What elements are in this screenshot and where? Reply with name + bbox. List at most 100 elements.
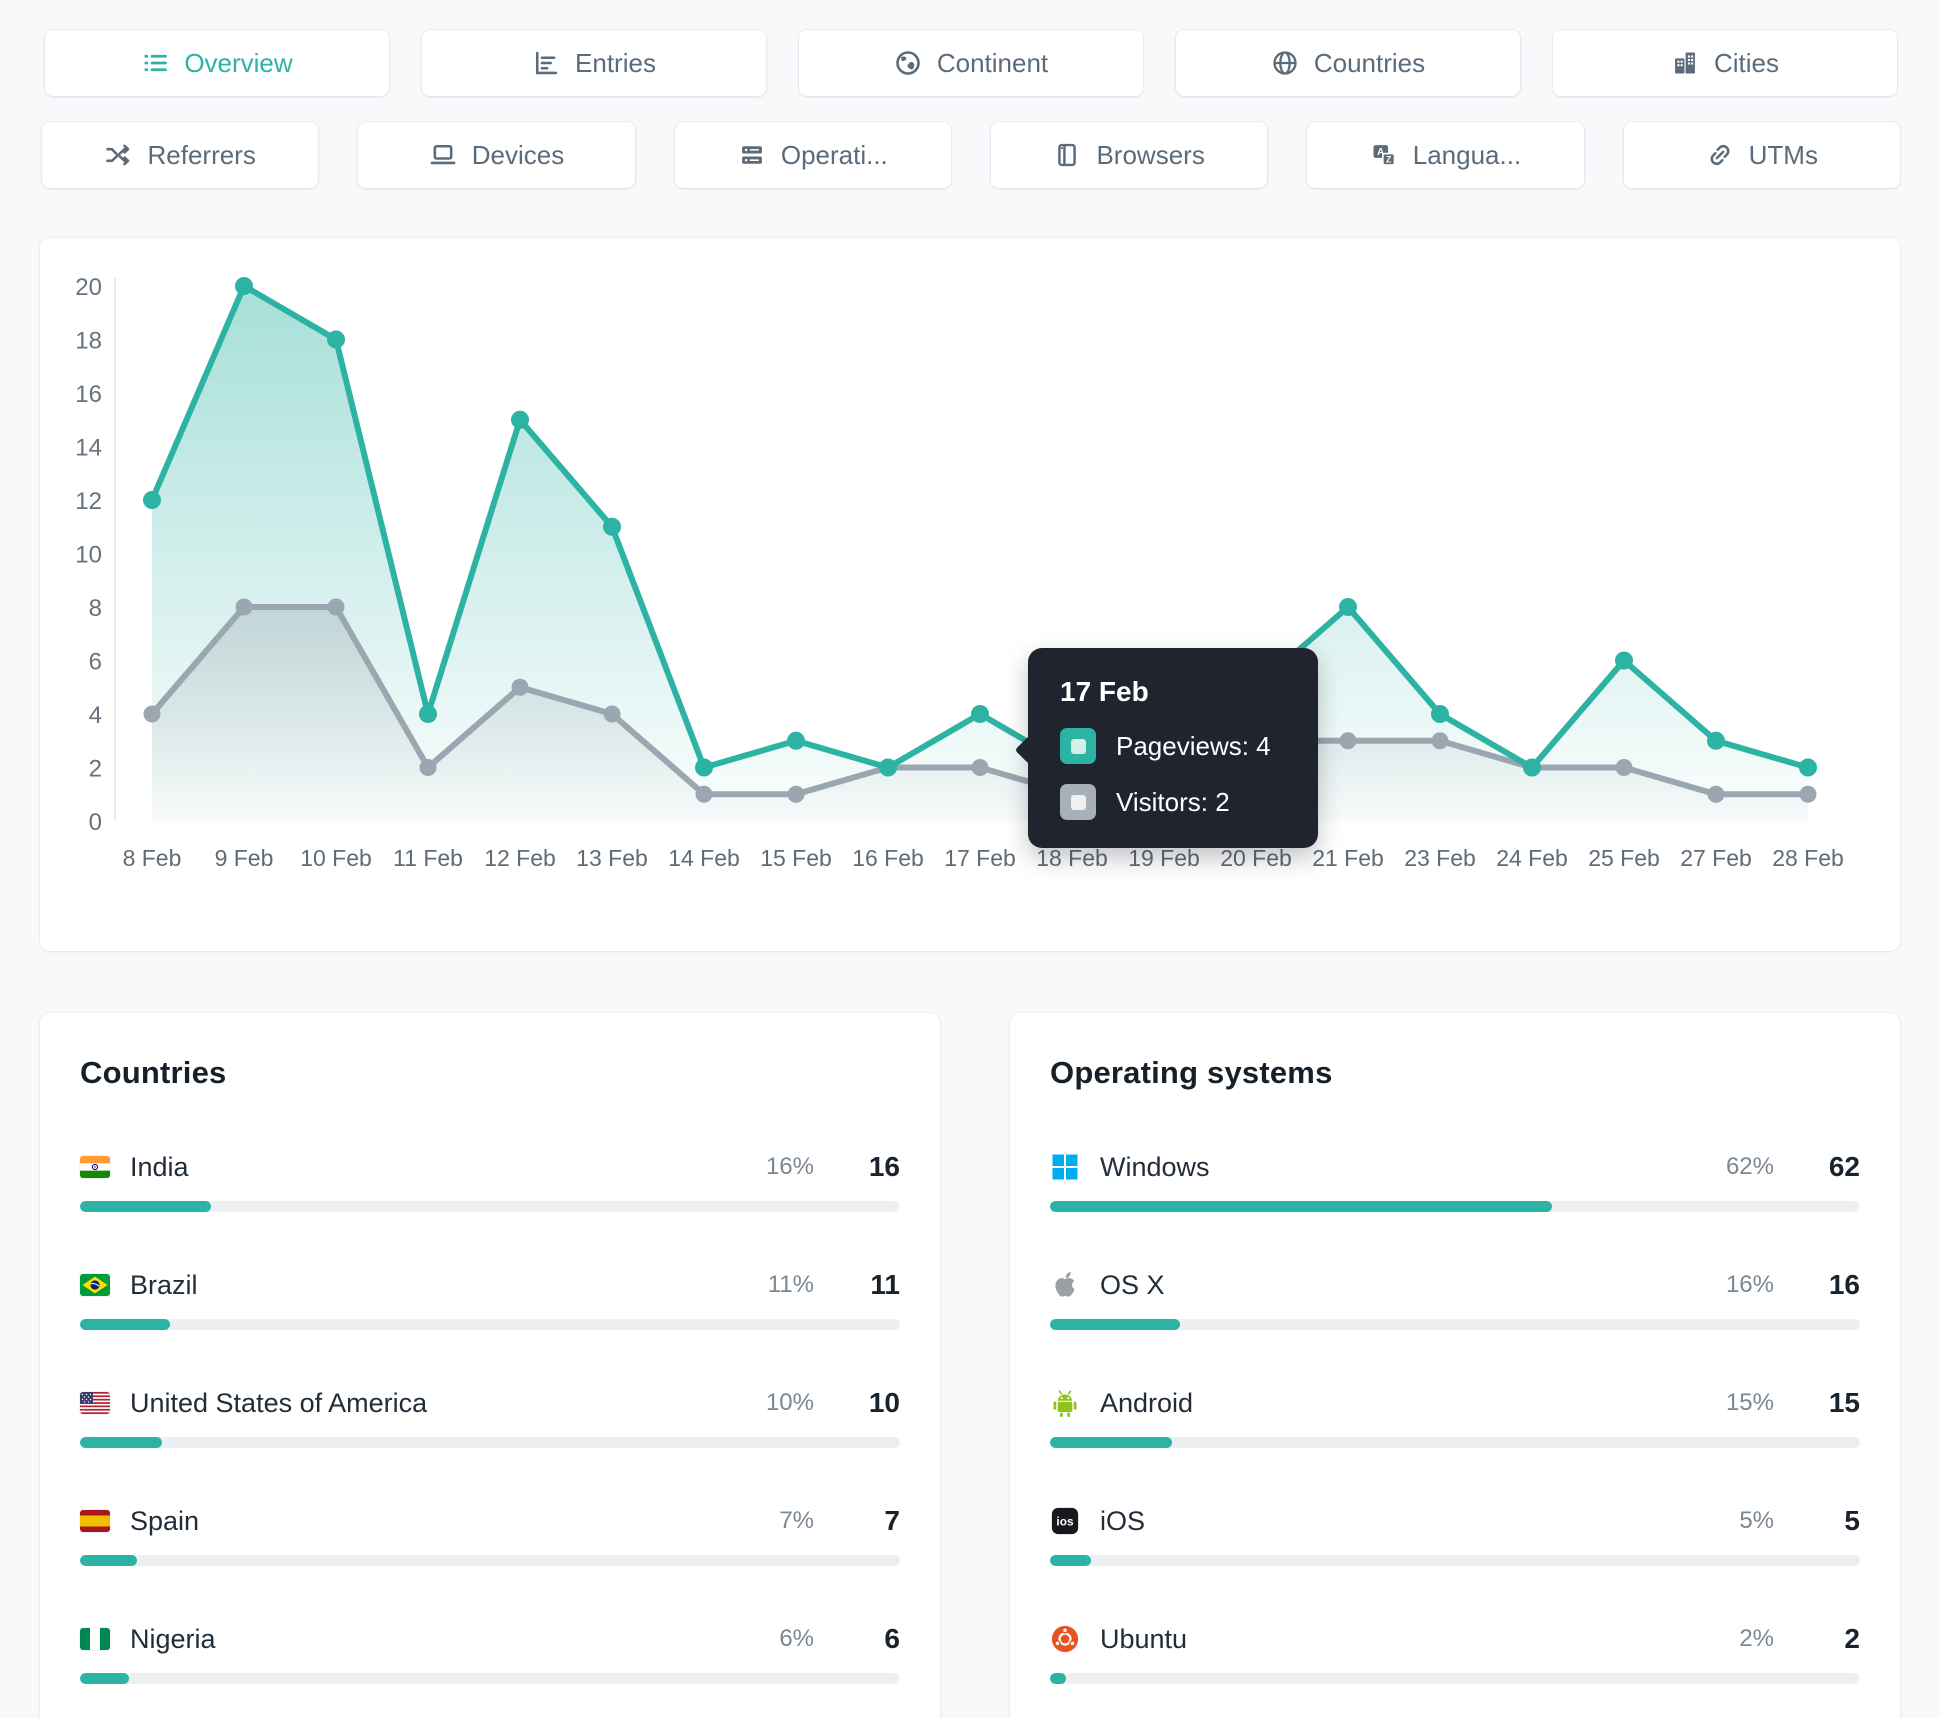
data-point <box>1615 651 1633 670</box>
tab-langua[interactable]: A Z Langua... <box>1307 122 1584 188</box>
stat-value: 62 <box>1828 1151 1860 1182</box>
stat-value: 10 <box>868 1387 900 1418</box>
data-point <box>511 410 529 429</box>
stat-progress-bar <box>1050 1201 1860 1212</box>
stat-row-android: Android 15% 15 <box>1050 1387 1860 1448</box>
stat-name: iOS <box>1100 1505 1146 1536</box>
data-point <box>1799 758 1817 777</box>
stat-value: 15 <box>1828 1387 1860 1418</box>
tab-label: Cities <box>1713 47 1779 78</box>
svg-text:20: 20 <box>75 274 102 301</box>
svg-text:10 Feb: 10 Feb <box>300 845 372 871</box>
traffic-chart-card: 0 2 4 6 8 10 12 14 16 18 20 8 Feb 9 Feb 10 Feb 11 Feb 1… <box>40 238 1900 951</box>
data-point <box>787 731 805 750</box>
svg-text:17 Feb: 17 Feb <box>944 845 1016 871</box>
stat-value: 11 <box>870 1269 900 1300</box>
stat-value: 6 <box>884 1623 900 1654</box>
stat-progress-bar <box>80 1201 900 1212</box>
tab-label: UTMs <box>1748 139 1818 170</box>
stat-progress-bar <box>1050 1555 1860 1566</box>
tab-label: Devices <box>471 139 565 170</box>
data-point <box>1431 732 1449 750</box>
svg-text:8 Feb: 8 Feb <box>123 845 182 871</box>
data-point <box>235 277 253 295</box>
stat-percent: 11% <box>767 1271 814 1298</box>
svg-text:25 Feb: 25 Feb <box>1588 845 1660 871</box>
stat-value: 16 <box>1828 1269 1860 1300</box>
svg-text:21 Feb: 21 Feb <box>1312 845 1384 871</box>
stat-name: Brazil <box>130 1269 198 1300</box>
stats-panels: Countries India 16% 16 Brazil 11% 11 United St… <box>40 1013 1900 1718</box>
data-point <box>235 598 253 616</box>
stat-progress-bar <box>1050 1319 1860 1330</box>
svg-text:20 Feb: 20 Feb <box>1220 845 1292 871</box>
tab-label: Continent <box>936 47 1049 78</box>
stat-row-india: India 16% 16 <box>80 1151 900 1212</box>
stat-name: Spain <box>130 1505 200 1536</box>
stat-progress-bar <box>80 1319 900 1330</box>
tab-label: Operati... <box>780 139 888 170</box>
tab-operati[interactable]: Operati... <box>674 122 951 188</box>
tab-countries[interactable]: Countries <box>1176 30 1520 96</box>
traffic-chart[interactable]: 0 2 4 6 8 10 12 14 16 18 20 8 Feb 9 Feb 10 Feb 11 Feb 1… <box>40 238 1900 951</box>
data-point <box>695 785 713 803</box>
stat-progress-bar <box>80 1673 900 1684</box>
stat-name: Android <box>1100 1387 1194 1418</box>
shuffle-icon <box>104 141 132 169</box>
os-list: Windows 62% 62 OS X 16% 16 Android 15% 15 ios iOS 5… <box>1050 1151 1860 1684</box>
nav-tabs-secondary: Referrers Devices Operati... Browsers A Z Lang… <box>42 122 1900 188</box>
stat-percent: 62% <box>1725 1153 1774 1180</box>
svg-text:12: 12 <box>75 488 102 515</box>
data-point <box>1707 785 1725 803</box>
nigeria-flag-icon <box>80 1628 110 1650</box>
svg-text:10: 10 <box>75 542 102 569</box>
stat-percent: 10% <box>765 1389 814 1416</box>
link-icon <box>1706 141 1734 169</box>
data-point <box>143 491 161 509</box>
svg-text:23 Feb: 23 Feb <box>1404 845 1476 871</box>
svg-text:A: A <box>1377 147 1384 158</box>
countries-panel: Countries India 16% 16 Brazil 11% 11 United St… <box>40 1013 940 1718</box>
svg-text:12 Feb: 12 Feb <box>484 845 556 871</box>
laptop-icon <box>429 141 457 169</box>
svg-text:16 Feb: 16 Feb <box>852 845 924 871</box>
data-point <box>1523 758 1541 777</box>
data-point <box>1431 705 1449 723</box>
data-point <box>327 598 345 616</box>
continent-icon <box>894 49 922 77</box>
stat-name: OS X <box>1100 1269 1165 1300</box>
data-point <box>603 705 621 723</box>
entries-icon <box>532 49 560 77</box>
tab-devices[interactable]: Devices <box>358 122 635 188</box>
tab-browsers[interactable]: Browsers <box>990 122 1268 188</box>
svg-text:2: 2 <box>89 756 102 783</box>
tab-continent[interactable]: Continent <box>799 30 1143 96</box>
chart-tooltip: 17 Feb Pageviews: 4 Visitors: 2 <box>1014 648 1318 849</box>
tab-referrers[interactable]: Referrers <box>42 122 319 188</box>
svg-text:8: 8 <box>89 595 102 622</box>
stat-name: Nigeria <box>130 1623 216 1654</box>
tab-label: Overview <box>184 47 293 78</box>
tab-overview[interactable]: Overview <box>45 30 389 96</box>
data-point <box>1339 598 1357 616</box>
stat-percent: 16% <box>765 1153 814 1180</box>
data-point <box>879 758 897 777</box>
data-point <box>327 330 345 349</box>
tab-entries[interactable]: Entries <box>422 30 766 96</box>
tab-label: Referrers <box>147 139 256 170</box>
stat-row-brazil: Brazil 11% 11 <box>80 1269 900 1330</box>
tooltip-metric: Pageviews: 4 <box>1116 730 1271 761</box>
tooltip-rows: Pageviews: 4 Visitors: 2 <box>1060 728 1286 821</box>
united-states-of-america-flag-icon <box>80 1392 110 1414</box>
stat-row-windows: Windows 62% 62 <box>1050 1151 1860 1212</box>
stat-value: 16 <box>868 1151 900 1182</box>
stat-percent: 5% <box>1739 1507 1774 1534</box>
stat-value: 5 <box>1844 1505 1860 1536</box>
tab-cities[interactable]: Cities <box>1553 30 1897 96</box>
stat-percent: 6% <box>779 1625 814 1652</box>
tab-utms[interactable]: UTMs <box>1623 122 1900 188</box>
svg-text:11 Feb: 11 Feb <box>393 845 463 871</box>
stat-row-spain: Spain 7% 7 <box>80 1505 900 1566</box>
stat-name: Windows <box>1100 1151 1210 1182</box>
